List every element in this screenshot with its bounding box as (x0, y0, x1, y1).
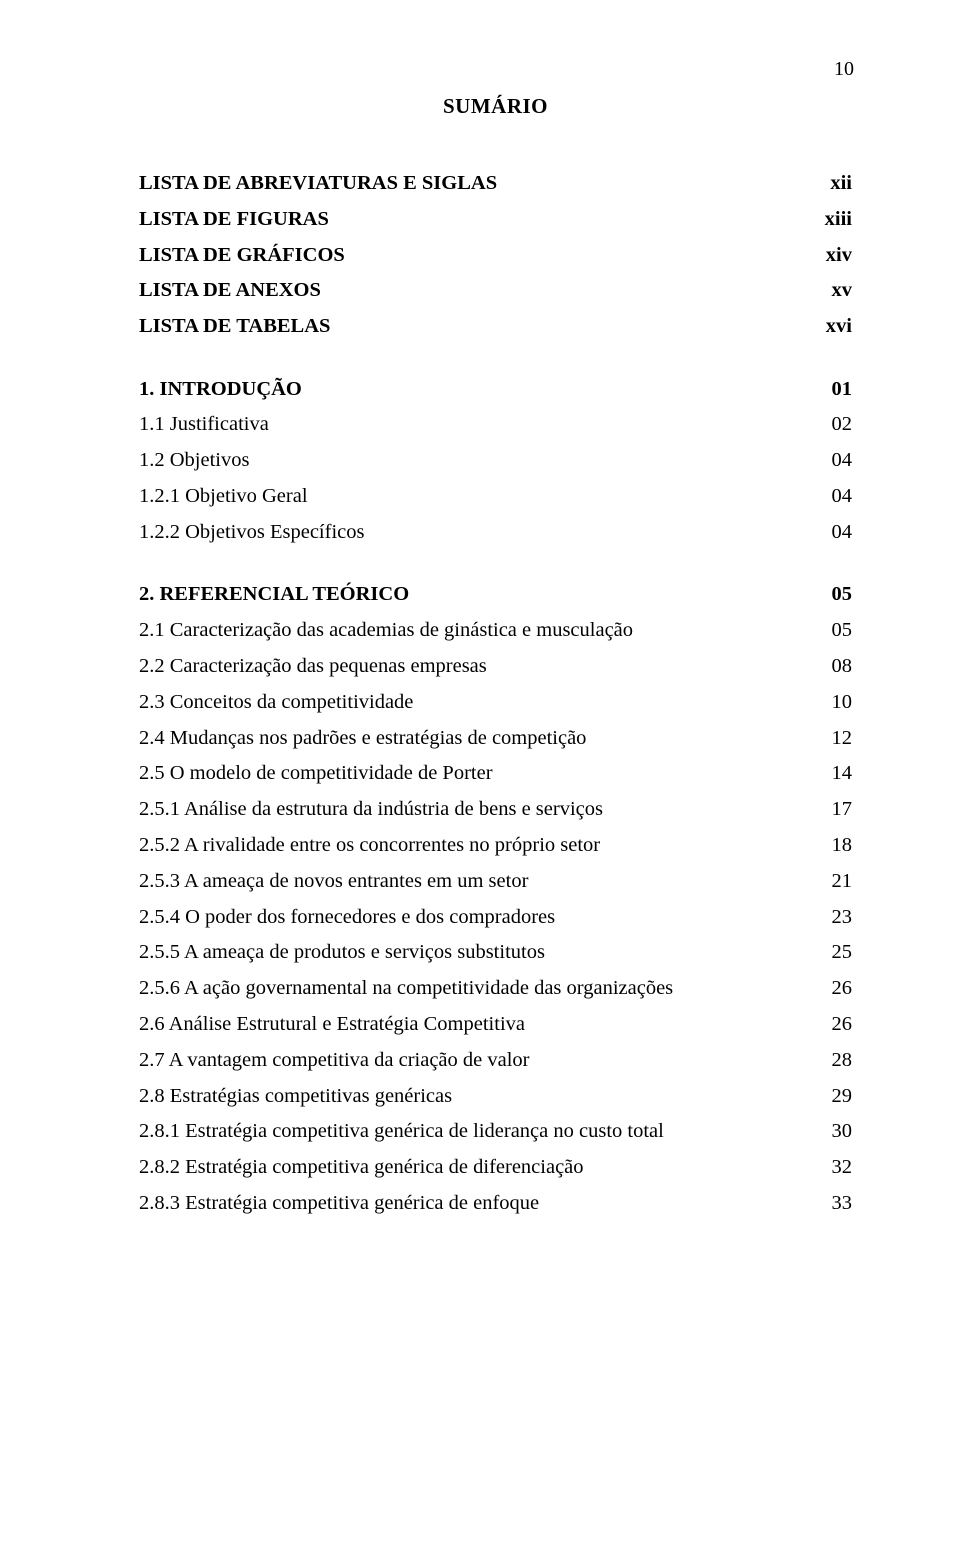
toc-entry: LISTA DE ABREVIATURAS E SIGLAS xii (139, 173, 852, 194)
toc-entry: 2.5.2 A rivalidade entre os concorrentes… (139, 835, 852, 856)
toc-entry: 2.5.4 O poder dos fornecedores e dos com… (139, 907, 852, 928)
toc-entry-label: 2.5.5 A ameaça de produtos e serviços su… (139, 942, 808, 963)
toc-entry: 2.5.6 A ação governamental na competitiv… (139, 978, 852, 999)
toc-entry: 2.5.1 Análise da estrutura da indústria … (139, 799, 852, 820)
toc-entry-page: 12 (808, 728, 853, 749)
toc-entry-label: 2.8.2 Estratégia competitiva genérica de… (139, 1157, 808, 1178)
page: 10 SUMÁRIO LISTA DE ABREVIATURAS E SIGLA… (0, 0, 960, 1543)
toc-entry: LISTA DE ANEXOS xv (139, 280, 852, 301)
toc-title: SUMÁRIO (139, 94, 852, 119)
toc-entry-label: 2. REFERENCIAL TEÓRICO (139, 584, 808, 605)
toc-entry-label: 2.5.3 A ameaça de novos entrantes em um … (139, 871, 808, 892)
toc-entry-label: 1. INTRODUÇÃO (139, 379, 808, 400)
toc-entry: 2.8.3 Estratégia competitiva genérica de… (139, 1193, 852, 1214)
toc-entry-label: 2.4 Mudanças nos padrões e estratégias d… (139, 728, 808, 749)
toc-entry-label: 2.8 Estratégias competitivas genéricas (139, 1086, 808, 1107)
toc-entry: 2.8.2 Estratégia competitiva genérica de… (139, 1157, 852, 1178)
toc-entry-page: 30 (808, 1121, 853, 1142)
toc-entry-label: 2.6 Análise Estrutural e Estratégia Comp… (139, 1014, 808, 1035)
front-matter-block: LISTA DE ABREVIATURAS E SIGLAS xii LISTA… (139, 173, 852, 337)
toc-entry: 2.8.1 Estratégia competitiva genérica de… (139, 1121, 852, 1142)
toc-entry-page: 10 (808, 692, 853, 713)
page-number: 10 (834, 58, 854, 81)
toc-entry: 2.5 O modelo de competitividade de Porte… (139, 763, 852, 784)
toc-entry-page: 17 (808, 799, 853, 820)
toc-entry-page: 29 (808, 1086, 853, 1107)
toc-section-head: 2. REFERENCIAL TEÓRICO 05 (139, 584, 852, 605)
toc-entry-page: 21 (808, 871, 853, 892)
toc-entry: 2.7 A vantagem competitiva da criação de… (139, 1050, 852, 1071)
toc-entry-label: LISTA DE ABREVIATURAS E SIGLAS (139, 173, 806, 194)
toc-entry-page: xv (808, 280, 853, 301)
toc-entry-page: 25 (808, 942, 853, 963)
toc-entry: 2.5.3 A ameaça de novos entrantes em um … (139, 871, 852, 892)
toc-entry: LISTA DE GRÁFICOS xiv (139, 245, 852, 266)
toc-entry-page: xii (806, 173, 852, 194)
toc-entry: 2.2 Caracterização das pequenas empresas… (139, 656, 852, 677)
toc-entry-page: 28 (808, 1050, 853, 1071)
toc-entry-label: 2.7 A vantagem competitiva da criação de… (139, 1050, 808, 1071)
toc-entry: 1.2.1 Objetivo Geral 04 (139, 486, 852, 507)
toc-entry: 2.3 Conceitos da competitividade 10 (139, 692, 852, 713)
toc-entry-label: 2.8.1 Estratégia competitiva genérica de… (139, 1121, 808, 1142)
toc-entry-label: 2.1 Caracterização das academias de giná… (139, 620, 808, 641)
toc-entry-page: 05 (808, 584, 853, 605)
toc-entry-label: 1.2 Objetivos (139, 450, 808, 471)
section-2-block: 2. REFERENCIAL TEÓRICO 05 2.1 Caracteriz… (139, 584, 852, 1213)
toc-entry-page: 04 (808, 450, 853, 471)
toc-entry-label: 2.5.4 O poder dos fornecedores e dos com… (139, 907, 808, 928)
toc-entry-page: 02 (808, 414, 853, 435)
toc-entry: 2.5.5 A ameaça de produtos e serviços su… (139, 942, 852, 963)
toc-entry-page: xiii (801, 209, 852, 230)
toc-entry-page: 18 (808, 835, 853, 856)
toc-entry-label: 1.2.1 Objetivo Geral (139, 486, 808, 507)
toc-entry-label: LISTA DE TABELAS (139, 316, 802, 337)
section-1-block: 1. INTRODUÇÃO 01 1.1 Justificativa 02 1.… (139, 379, 852, 543)
toc-entry: 1.2 Objetivos 04 (139, 450, 852, 471)
toc-entry-page: 08 (808, 656, 853, 677)
toc-entry-page: 32 (808, 1157, 853, 1178)
toc-entry-page: 26 (808, 978, 853, 999)
toc-entry-page: 14 (808, 763, 853, 784)
toc-entry-label: 2.3 Conceitos da competitividade (139, 692, 808, 713)
toc-entry: 2.8 Estratégias competitivas genéricas 2… (139, 1086, 852, 1107)
toc-entry-page: xiv (802, 245, 852, 266)
toc-entry-label: 1.2.2 Objetivos Específicos (139, 522, 808, 543)
toc-entry-label: 2.5.6 A ação governamental na competitiv… (139, 978, 808, 999)
toc-section-head: 1. INTRODUÇÃO 01 (139, 379, 852, 400)
toc-entry: 2.4 Mudanças nos padrões e estratégias d… (139, 728, 852, 749)
toc-entry: 1.2.2 Objetivos Específicos 04 (139, 522, 852, 543)
toc-entry-page: 23 (808, 907, 853, 928)
toc-entry-label: 2.5 O modelo de competitividade de Porte… (139, 763, 808, 784)
toc-entry-label: LISTA DE GRÁFICOS (139, 245, 802, 266)
toc-entry: LISTA DE TABELAS xvi (139, 316, 852, 337)
toc-entry-label: LISTA DE FIGURAS (139, 209, 801, 230)
toc-entry: 1.1 Justificativa 02 (139, 414, 852, 435)
toc-entry-label: 2.2 Caracterização das pequenas empresas (139, 656, 808, 677)
toc-entry-label: 1.1 Justificativa (139, 414, 808, 435)
toc-entry-page: xvi (802, 316, 852, 337)
toc-entry-label: 2.8.3 Estratégia competitiva genérica de… (139, 1193, 808, 1214)
toc-entry: 2.6 Análise Estrutural e Estratégia Comp… (139, 1014, 852, 1035)
toc-entry-label: 2.5.2 A rivalidade entre os concorrentes… (139, 835, 808, 856)
toc-entry: LISTA DE FIGURAS xiii (139, 209, 852, 230)
toc-entry-label: LISTA DE ANEXOS (139, 280, 808, 301)
toc-entry-page: 04 (808, 522, 853, 543)
toc-entry-page: 33 (808, 1193, 853, 1214)
toc-entry-page: 01 (808, 379, 853, 400)
toc-entry-page: 05 (808, 620, 853, 641)
toc-entry-page: 26 (808, 1014, 853, 1035)
toc-entry-label: 2.5.1 Análise da estrutura da indústria … (139, 799, 808, 820)
toc-entry-page: 04 (808, 486, 853, 507)
toc-entry: 2.1 Caracterização das academias de giná… (139, 620, 852, 641)
